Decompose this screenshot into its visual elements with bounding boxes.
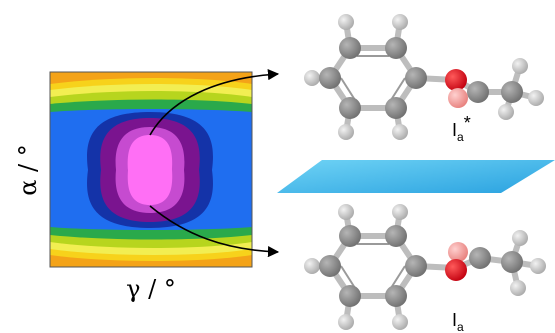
molecule-top-label: Ia* xyxy=(452,113,471,144)
oxygen-lone-atom xyxy=(448,88,468,108)
x-axis-label: γ / ° xyxy=(126,275,176,303)
y-axis-label: α / ° xyxy=(14,144,42,196)
plot-frame xyxy=(49,71,253,268)
oxygen-lone-atom xyxy=(448,242,468,262)
arrow-to-top-molecule xyxy=(149,69,280,136)
molecule-top xyxy=(304,14,544,140)
mirror-plane xyxy=(277,160,555,193)
oxygen-atom xyxy=(445,259,467,281)
molecule-bottom xyxy=(304,204,546,330)
oxygen-atom xyxy=(445,69,467,91)
contour-plot xyxy=(50,72,252,267)
arrow-to-bottom-molecule xyxy=(149,205,280,258)
molecule-bottom-label: Ia xyxy=(452,310,464,333)
